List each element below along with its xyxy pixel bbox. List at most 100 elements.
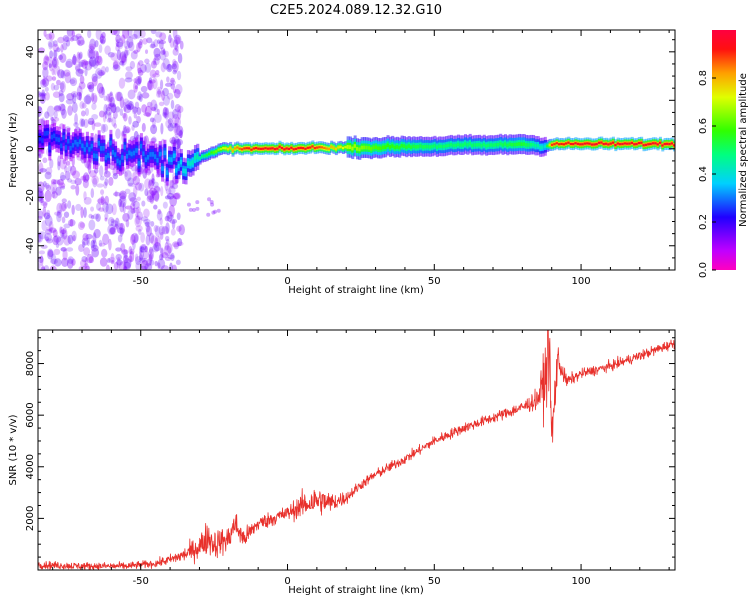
spectrogram-noise-blob bbox=[80, 110, 86, 117]
spectrogram-ridge-cell bbox=[151, 152, 155, 157]
spectrogram-ridge-cell bbox=[609, 142, 613, 145]
spectrogram-noise-blob bbox=[57, 155, 61, 167]
spectrogram-ridge-cell bbox=[393, 145, 397, 150]
spectrogram-noise-blob bbox=[104, 45, 111, 55]
spectrogram-noise-blob bbox=[170, 82, 176, 90]
spectrogram-ridge-cell bbox=[668, 143, 672, 146]
spectrogram-noise-blob bbox=[130, 234, 136, 245]
spectrogram-noise-blob bbox=[39, 168, 47, 173]
spectrogram-noise-blob bbox=[42, 206, 47, 218]
spectrogram-noise-blob bbox=[89, 38, 96, 51]
spectrogram-noise-blob bbox=[112, 166, 118, 176]
spectrogram-ridge-cell bbox=[210, 151, 214, 154]
spectrogram-noise-blob bbox=[173, 123, 181, 136]
spectrogram-noise-blob bbox=[148, 252, 154, 262]
spectrogram-noise-blob bbox=[160, 247, 164, 259]
spectrogram-noise-blob bbox=[88, 56, 97, 67]
spectrogram-noise-blob bbox=[119, 190, 127, 200]
spectrogram-ridge-cell bbox=[257, 147, 261, 150]
spectrogram-noise-blob bbox=[115, 128, 121, 139]
spectrogram-ridge-cell bbox=[299, 146, 303, 149]
spectrogram-noise-blob bbox=[109, 30, 118, 36]
spectrogram-ridge-cell bbox=[487, 143, 491, 147]
spectrogram-ridge-cell bbox=[633, 143, 637, 146]
spectrogram-plot-area bbox=[38, 30, 675, 270]
spectrogram-noise-blob bbox=[155, 31, 163, 38]
spectrogram-noise-blob bbox=[161, 252, 169, 259]
spectrogram-noise-blob bbox=[163, 245, 172, 256]
spectrogram-noise-blob bbox=[96, 183, 104, 188]
spectrogram-noise-blob bbox=[153, 185, 161, 193]
spectrogram-ridge-cell bbox=[409, 145, 413, 149]
spectrogram-noise-blob bbox=[156, 210, 163, 221]
spectrogram-ridge-cell bbox=[468, 141, 472, 146]
spectrogram-noise-blob bbox=[61, 202, 67, 212]
spectrogram-noise-blob bbox=[112, 64, 121, 72]
spectrogram-ridge-cell bbox=[593, 143, 597, 146]
spectrogram-noise-blob bbox=[41, 89, 46, 101]
spectrogram-noise-blob bbox=[46, 248, 54, 260]
spectrogram-noise-blob bbox=[48, 59, 54, 72]
spectrogram-ridge-cell bbox=[344, 146, 348, 149]
spectrogram-noise-blob bbox=[156, 108, 160, 115]
spectrogram-noise-blob bbox=[45, 184, 51, 191]
spectrogram-noise-blob bbox=[124, 170, 132, 182]
spectrogram-noise-blob bbox=[44, 215, 53, 227]
spectrogram-noise-blob bbox=[78, 61, 84, 68]
spectrogram-noise-blob bbox=[38, 262, 41, 269]
snr-plot-area bbox=[38, 330, 675, 570]
spectrogram-ridge-cell bbox=[339, 145, 343, 148]
spectrogram-y-axis-label: Frequency (Hz) bbox=[8, 112, 19, 188]
spectrogram-noise-blob bbox=[117, 38, 124, 50]
spectrogram-noise-blob bbox=[128, 41, 135, 52]
spectrogram-noise-blob bbox=[93, 133, 98, 145]
spectrogram-ridge-cell bbox=[473, 143, 477, 147]
spectrogram-noise-blob bbox=[59, 158, 67, 170]
spectrogram-ridge-cell bbox=[269, 147, 273, 150]
spectrogram-noise-blob bbox=[54, 105, 62, 113]
spectrogram-ridge-cell bbox=[616, 142, 620, 145]
spectrogram-noise-blob bbox=[53, 117, 60, 122]
spectrogram-noise-blob bbox=[121, 249, 129, 255]
spectrogram-noise-blob bbox=[139, 246, 145, 253]
spectrogram-noise-blob bbox=[170, 99, 175, 110]
spectrogram-noise-blob bbox=[38, 118, 45, 128]
spectrogram-noise-blob bbox=[98, 110, 105, 118]
spectrogram-noise-blob bbox=[163, 112, 168, 118]
spectrogram-ridge-cell bbox=[311, 145, 315, 148]
colorbar-tick-label: 0.6 bbox=[698, 118, 709, 134]
spectrogram-noise-blob bbox=[210, 202, 215, 207]
spectrogram-noise-blob bbox=[120, 34, 126, 44]
spectrogram-noise-blob bbox=[76, 85, 83, 97]
spectrogram-noise-blob bbox=[159, 32, 167, 41]
spectrogram-noise-blob bbox=[91, 93, 98, 105]
spectrogram-noise-blob bbox=[119, 228, 124, 237]
spectrogram-noise-blob bbox=[43, 55, 50, 66]
spectrogram-ridge-cell bbox=[471, 143, 475, 148]
spectrogram-noise-blob bbox=[123, 101, 127, 113]
spectrogram-noise-blob bbox=[61, 227, 68, 240]
spectrogram-noise-blob bbox=[70, 91, 79, 98]
spectrogram-noise-blob bbox=[144, 105, 152, 118]
spectrogram-noise-blob bbox=[153, 225, 159, 233]
spectrogram-noise-blob bbox=[105, 66, 109, 73]
spectrogram-noise-blob bbox=[53, 40, 58, 47]
spectrogram-ridge-cell bbox=[71, 142, 75, 148]
spectrogram-noise-blob bbox=[164, 107, 169, 120]
spectrogram-ridge-cell bbox=[379, 146, 383, 151]
spectrogram-noise-blob bbox=[150, 30, 157, 35]
spectrogram-ridge-cell bbox=[590, 143, 594, 146]
spectrogram-ridge-cell bbox=[534, 144, 538, 148]
spectrogram-noise-blob bbox=[139, 38, 143, 46]
spectrogram-noise-blob bbox=[92, 239, 97, 249]
spectrogram-noise-blob bbox=[95, 67, 103, 79]
spectrogram-noise-blob bbox=[38, 181, 45, 193]
spectrogram-noise-blob bbox=[109, 226, 117, 235]
spectrogram-noise-blob bbox=[136, 107, 142, 115]
spectrogram-noise-blob bbox=[72, 54, 77, 65]
spectrogram-noise-blob bbox=[177, 52, 183, 64]
spectrogram-noise-blob bbox=[125, 100, 133, 109]
spectrogram-noise-blob bbox=[128, 245, 133, 255]
spectrogram-noise-blob bbox=[56, 79, 61, 86]
